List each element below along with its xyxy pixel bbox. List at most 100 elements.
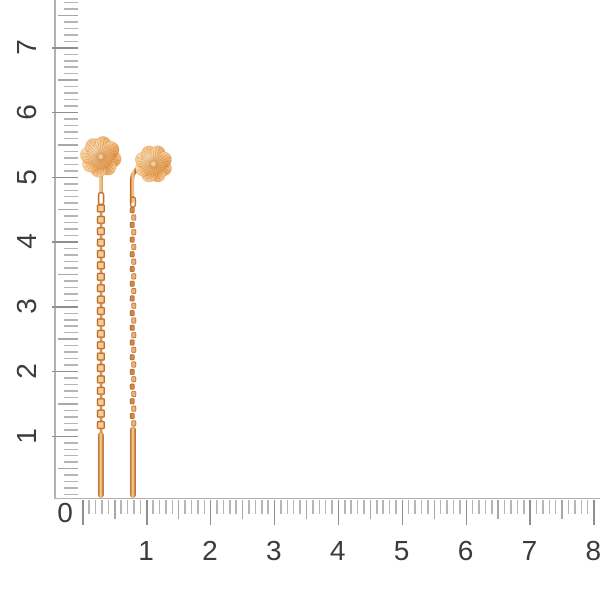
horizontal-mm-tick [152, 500, 154, 514]
horizontal-mm-tick [459, 500, 461, 514]
chain-link [96, 306, 106, 316]
flower-groove [155, 160, 169, 164]
horizontal-mm-tick [299, 500, 301, 514]
vertical-mm-tick [64, 105, 78, 107]
flower-groove [101, 143, 110, 155]
vertical-mm-tick [64, 92, 78, 94]
vertical-mm-tick [64, 480, 78, 483]
chain-link [129, 339, 135, 346]
chain-link [96, 398, 106, 407]
chain-connector [99, 212, 103, 216]
horizontal-mm-tick [407, 500, 410, 514]
vertical-mm-tick [64, 157, 78, 159]
chain-link [96, 238, 106, 247]
horizontal-mm-tick [350, 500, 352, 514]
vertical-mm-tick [64, 280, 78, 282]
flower-groove [146, 166, 153, 181]
earring-left-chain [96, 204, 106, 433]
horizontal-mm-tick [554, 500, 557, 514]
vertical-mm-tick [64, 293, 78, 295]
vertical-mm-tick [64, 461, 78, 463]
vertical-cm-tick [52, 306, 78, 308]
horizontal-mm-tick [292, 500, 295, 514]
chain-link [129, 221, 135, 228]
horizontal-mm-tick [126, 500, 129, 514]
chain-link [96, 215, 106, 224]
flower-groove [102, 145, 117, 156]
horizontal-mm-tick [158, 500, 161, 514]
flower-groove [155, 164, 170, 172]
horizontal-mm-tick [139, 500, 142, 514]
flower-groove [101, 141, 108, 155]
horizontal-mm-tick [395, 500, 397, 514]
horizontal-mm-tick [261, 500, 263, 514]
chain-link [131, 214, 137, 221]
chain-link [131, 317, 137, 324]
vertical-mm-tick [64, 344, 78, 347]
chain-link [96, 375, 106, 384]
horizontal-mm-tick [503, 500, 506, 514]
vertical-cm-tick [52, 47, 78, 49]
horizontal-ruler-baseline [54, 497, 600, 500]
vertical-mm-tick [64, 454, 78, 457]
vertical-mm-tick [58, 208, 78, 211]
chain-connector [99, 292, 103, 296]
chain-connector [99, 235, 103, 239]
vertical-mm-tick [64, 53, 78, 56]
flower-groove [102, 157, 117, 164]
horizontal-mm-tick [452, 500, 455, 514]
flower-groove [103, 153, 116, 157]
horizontal-cm-tick [337, 500, 340, 525]
flower-groove [143, 153, 153, 163]
horizontal-mm-tick [171, 500, 174, 514]
horizontal-cm-tick [209, 500, 212, 525]
vertical-mm-tick [64, 131, 78, 133]
horizontal-mm-tick [267, 500, 269, 514]
vertical-mm-tick [64, 487, 78, 489]
chain-link [131, 376, 137, 383]
flower-groove [85, 156, 99, 161]
horizontal-mm-tick [312, 500, 314, 514]
flower-groove [100, 138, 105, 155]
flower-groove [153, 148, 157, 162]
vertical-cm-tick [52, 241, 78, 243]
horizontal-mm-tick [235, 500, 237, 514]
horizontal-mm-tick [446, 500, 448, 514]
horizontal-mm-tick [324, 500, 327, 514]
chain-connector [99, 257, 103, 262]
horizontal-mm-tick [376, 500, 378, 514]
chain-link [96, 318, 106, 327]
vertical-mm-tick [64, 124, 78, 127]
vertical-mm-tick [64, 34, 78, 36]
chain-link [129, 310, 135, 317]
chain-link [96, 295, 106, 304]
horizontal-mm-tick [286, 500, 289, 514]
vertical-mm-tick [64, 228, 78, 230]
flower-groove [82, 152, 99, 157]
horizontal-mm-tick [177, 500, 180, 519]
horizontal-mm-tick [420, 500, 423, 514]
horizontal-ruler-label: 3 [266, 535, 282, 566]
earring-right-threader-bar [130, 426, 136, 498]
chain-link [129, 251, 135, 258]
vertical-mm-tick [64, 118, 78, 120]
vertical-mm-tick [64, 396, 78, 399]
flower-groove [140, 154, 152, 163]
horizontal-mm-tick [165, 500, 167, 514]
chain-connector [99, 371, 103, 376]
flower-groove [154, 150, 163, 163]
vertical-mm-tick [64, 448, 78, 450]
flower-groove [103, 156, 120, 161]
flower-groove [94, 141, 101, 155]
chain-connector [99, 406, 103, 410]
flower-groove [155, 164, 170, 168]
vertical-cm-tick [52, 176, 78, 179]
horizontal-mm-tick [542, 500, 544, 514]
horizontal-mm-tick [427, 500, 429, 514]
flower-groove [92, 158, 100, 170]
vertical-mm-tick [64, 409, 78, 412]
horizontal-mm-tick [548, 500, 551, 514]
vertical-mm-tick [64, 351, 78, 353]
vertical-mm-tick [64, 299, 78, 302]
horizontal-mm-tick [586, 500, 589, 514]
